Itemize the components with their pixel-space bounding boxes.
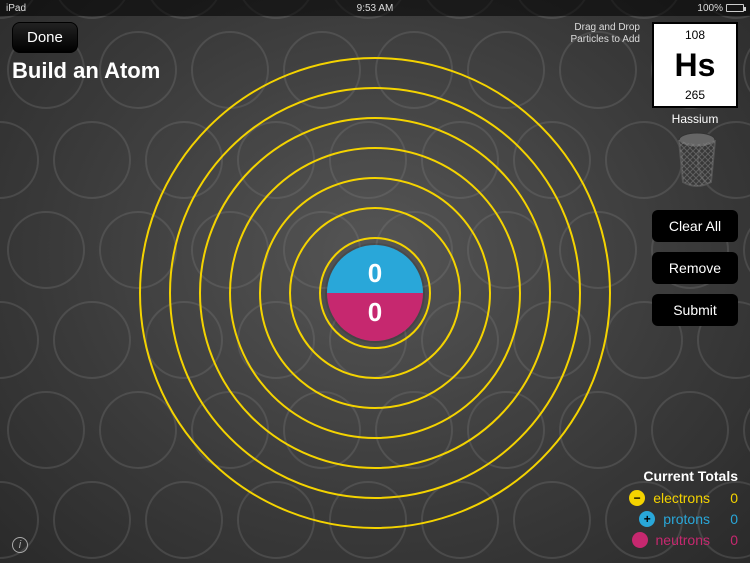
neutron-icon xyxy=(632,532,648,548)
totals-title: Current Totals xyxy=(578,468,738,484)
current-totals-panel: Current Totals − electrons 0 + protons 0… xyxy=(578,468,738,553)
protons-value: 0 xyxy=(718,511,738,527)
element-symbol: Hs xyxy=(675,49,716,81)
status-time: 9:53 AM xyxy=(357,3,394,14)
info-icon[interactable]: i xyxy=(12,537,28,553)
battery-icon xyxy=(726,4,744,12)
nucleus-neutron-count: 0 xyxy=(368,297,382,328)
nucleus[interactable]: 0 0 xyxy=(327,245,423,341)
protons-label: protons xyxy=(663,511,710,527)
hint-line2: Particles to Add xyxy=(571,34,640,46)
status-bar: iPad 9:53 AM 100% xyxy=(0,0,750,16)
totals-row-electrons: − electrons 0 xyxy=(578,490,738,506)
element-card: 108 Hs 265 xyxy=(652,22,738,108)
drag-hint: Drag and Drop Particles to Add xyxy=(571,22,640,46)
element-name: Hassium xyxy=(652,112,738,126)
neutrons-label: neutrons xyxy=(656,532,710,548)
remove-button[interactable]: Remove xyxy=(652,252,738,284)
done-button[interactable]: Done xyxy=(12,22,78,53)
nucleus-proton-count: 0 xyxy=(368,258,382,289)
atomic-number: 108 xyxy=(685,28,705,42)
proton-icon: + xyxy=(639,511,655,527)
submit-button[interactable]: Submit xyxy=(652,294,738,326)
hint-line1: Drag and Drop xyxy=(571,22,640,34)
electron-icon: − xyxy=(629,490,645,506)
mass-number: 265 xyxy=(685,88,705,102)
neutrons-value: 0 xyxy=(718,532,738,548)
totals-row-protons: + protons 0 xyxy=(578,511,738,527)
status-carrier: iPad xyxy=(6,3,26,14)
electrons-value: 0 xyxy=(718,490,738,506)
totals-row-neutrons: neutrons 0 xyxy=(578,532,738,548)
page-title: Build an Atom xyxy=(12,58,160,84)
electrons-label: electrons xyxy=(653,490,710,506)
status-battery-pct: 100% xyxy=(697,3,723,14)
clear-all-button[interactable]: Clear All xyxy=(652,210,738,242)
trash-icon[interactable] xyxy=(672,130,722,193)
